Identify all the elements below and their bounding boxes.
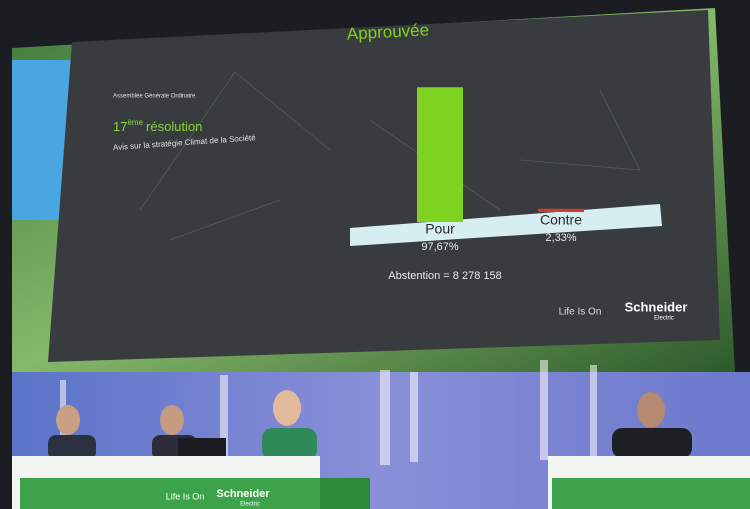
brand-name: Schneider bbox=[625, 299, 688, 314]
resolution-word: résolution bbox=[146, 119, 202, 134]
brand-tagline: Life Is On bbox=[559, 307, 602, 318]
desk-brand: Schneider bbox=[216, 488, 270, 500]
photo: Assemblée Générale Ordinaire 17èmerésolu… bbox=[0, 0, 750, 509]
desk-tagline: Life Is On bbox=[166, 491, 205, 501]
resolution-suffix: ème bbox=[127, 118, 143, 127]
desk-brand-sub: Electric bbox=[240, 502, 260, 508]
desk-center bbox=[320, 478, 370, 509]
meeting-label: Assemblée Générale Ordinaire bbox=[113, 94, 196, 100]
desk-right-front bbox=[552, 478, 750, 509]
brand-sub: Electric bbox=[654, 316, 674, 322]
slide bbox=[48, 10, 720, 362]
category-label: Pour bbox=[425, 221, 455, 237]
value-label: 2,33% bbox=[545, 232, 576, 244]
category-label: Contre bbox=[540, 212, 582, 228]
bar bbox=[417, 87, 463, 222]
value-label: 97,67% bbox=[421, 241, 459, 253]
abstention: Abstention = 8 278 158 bbox=[388, 270, 501, 282]
resolution-number: 17 bbox=[113, 119, 127, 134]
